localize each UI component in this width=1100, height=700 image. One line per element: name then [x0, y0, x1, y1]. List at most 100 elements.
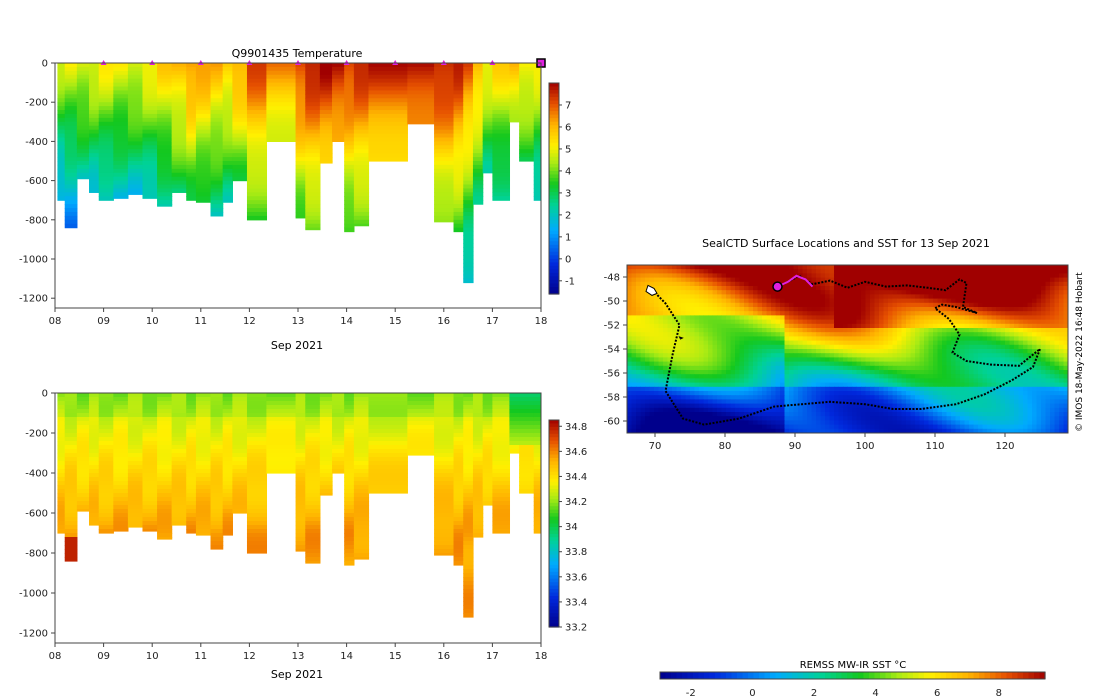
salinity-cell [210, 497, 224, 502]
salinity-cell [113, 405, 129, 410]
sst-cell [892, 353, 898, 358]
sst-cell [982, 273, 988, 279]
salinity-cell [519, 425, 535, 430]
temperature-cell [246, 70, 268, 76]
temperature-cell [482, 74, 493, 80]
salinity-cell [353, 441, 370, 446]
salinity-cell [453, 549, 464, 554]
sst-cell [721, 307, 727, 312]
salinity-cell [482, 393, 493, 398]
sst-cell [919, 349, 925, 354]
sst-cell [879, 361, 884, 367]
sst-cell [937, 353, 943, 358]
salinity-cell [142, 425, 158, 430]
temperature-cell [210, 70, 224, 76]
salinity-cell [368, 465, 408, 470]
salinity-cell [319, 413, 333, 418]
temperature-cell [463, 141, 474, 146]
salinity-cell [76, 441, 90, 446]
temperature-colorbar-swatch [549, 234, 559, 239]
sst-cell [757, 265, 763, 270]
temperature-cell [222, 157, 233, 162]
temperature-cell [57, 176, 66, 182]
salinity-cell [492, 517, 511, 522]
salinity-colorbar-swatch [549, 530, 559, 535]
salinity-cell [492, 425, 511, 430]
sst-cell [807, 269, 812, 274]
sst-cell [771, 323, 776, 329]
salinity-cell [232, 409, 248, 414]
sst-cell [663, 273, 668, 279]
sst-cell [798, 319, 803, 325]
sst-cell [667, 298, 673, 304]
sst-cell [906, 311, 911, 316]
salinity-cell [344, 545, 355, 550]
sst-cell [640, 290, 646, 295]
sst-cell [1050, 357, 1055, 363]
sst-cell [1009, 336, 1015, 342]
temperature-colorbar-swatch [549, 213, 559, 218]
temperature-cell [533, 125, 541, 131]
sst-cell [865, 302, 871, 308]
salinity-cell [113, 521, 129, 526]
temperature-cell [127, 86, 144, 92]
temperature-cell [171, 137, 187, 142]
salinity-cell [434, 461, 455, 466]
sst-cell [1032, 294, 1037, 300]
sst-cell [838, 273, 844, 279]
temperature-cell [186, 66, 197, 72]
sst-cell [1054, 273, 1060, 279]
temperature-cell [195, 141, 212, 146]
sst-cell [726, 281, 731, 287]
sst-cell [942, 286, 947, 291]
sst-cell [937, 340, 943, 346]
sst-cell [924, 349, 929, 354]
temperature-cell [463, 94, 474, 99]
temperature-cell [344, 74, 355, 80]
sst-cell [802, 265, 808, 270]
salinity-colorbar-swatch [549, 620, 559, 625]
temperature-cell [98, 102, 114, 107]
temperature-cell [492, 86, 511, 92]
sst-cell [1000, 311, 1006, 316]
sst-cell [658, 328, 664, 333]
salinity-cell [492, 529, 511, 534]
sst-cell [883, 344, 889, 350]
sst-cell [802, 294, 808, 300]
sst-cell [955, 302, 961, 308]
sst-cell [636, 349, 641, 354]
sst-cell [730, 332, 736, 337]
salinity-cell [482, 485, 493, 490]
sst-cell [861, 298, 866, 304]
sst-cell [807, 349, 812, 354]
sst-cell [973, 307, 979, 312]
sst-cell [865, 349, 871, 354]
sst-cell [1045, 298, 1051, 304]
salinity-colorbar-swatch [549, 440, 559, 445]
sst-cell [996, 357, 1001, 363]
sst-cell [1059, 307, 1064, 312]
sst-cell [1036, 298, 1042, 304]
temperature-cell [89, 98, 100, 103]
temperature-cell [89, 121, 100, 127]
sst-cell [928, 365, 934, 371]
temperature-cell [463, 164, 474, 170]
salinity-cell [353, 465, 370, 470]
temperature-cell [246, 215, 268, 221]
sst-cell [1041, 302, 1046, 308]
salinity-cell [344, 425, 355, 430]
salinity-cell [98, 437, 114, 442]
sst-cell [811, 277, 817, 283]
salinity-cell [195, 421, 212, 426]
sst-cell [978, 336, 983, 342]
sst-cell [694, 286, 700, 291]
sst-cell [721, 336, 727, 342]
salinity-cell [157, 401, 173, 406]
sst-cell [802, 273, 808, 279]
salinity-cell [142, 421, 158, 426]
temperature-cell [353, 164, 370, 170]
salinity-cell [266, 397, 297, 402]
sst-cell [825, 302, 830, 308]
